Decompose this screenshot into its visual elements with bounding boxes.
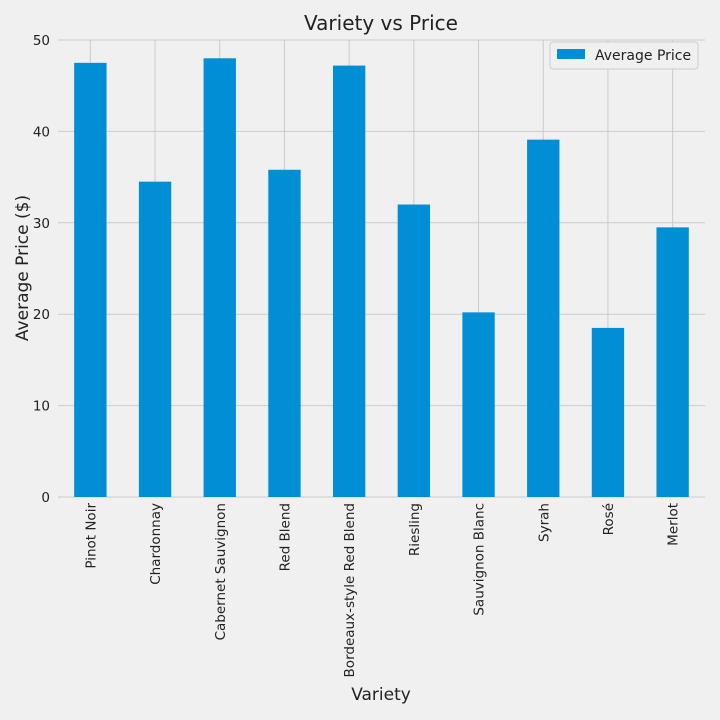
chart-title: Variety vs Price bbox=[304, 11, 458, 35]
y-axis-label: Average Price ($) bbox=[13, 195, 33, 341]
x-axis-label: Variety bbox=[351, 685, 411, 705]
y-tick-label: 30 bbox=[33, 216, 50, 232]
x-tick-label: Cabernet Sauvignon bbox=[213, 503, 229, 640]
bar bbox=[138, 181, 172, 498]
y-tick-label: 40 bbox=[33, 124, 50, 140]
y-tick-label: 0 bbox=[41, 490, 50, 506]
legend-label: Average Price bbox=[595, 48, 691, 64]
bar bbox=[268, 169, 301, 497]
x-tick-label: Chardonnay bbox=[148, 503, 164, 585]
bar bbox=[203, 58, 236, 497]
legend-frame bbox=[549, 41, 699, 70]
y-axis-ticks: 0 10 20 30 40 50 bbox=[33, 33, 50, 506]
x-tick-label: Red Blend bbox=[277, 503, 293, 571]
bar bbox=[591, 327, 625, 497]
bar bbox=[462, 312, 495, 497]
bars bbox=[74, 58, 689, 498]
y-tick-label: 20 bbox=[33, 307, 50, 323]
x-tick-label: Rosé bbox=[601, 503, 617, 535]
x-tick-label: Bordeaux-style Red Blend bbox=[342, 503, 358, 677]
bar bbox=[74, 62, 107, 497]
x-tick-label: Merlot bbox=[666, 503, 682, 546]
y-tick-label: 10 bbox=[33, 399, 50, 415]
x-tick-label: Pinot Noir bbox=[83, 503, 99, 569]
legend: Average Price bbox=[549, 41, 699, 70]
x-axis-ticks: Pinot Noir Chardonnay Cabernet Sauvignon Re… bbox=[83, 503, 681, 678]
bar bbox=[656, 227, 689, 497]
x-tick-label: Syrah bbox=[536, 503, 552, 542]
x-tick-label: Sauvignon Blanc bbox=[472, 503, 488, 616]
x-tick-label: Riesling bbox=[407, 503, 423, 556]
y-tick-label: 50 bbox=[33, 33, 50, 49]
legend-swatch bbox=[557, 49, 585, 59]
bar bbox=[332, 65, 366, 497]
bar bbox=[527, 139, 560, 497]
bar bbox=[397, 204, 431, 497]
